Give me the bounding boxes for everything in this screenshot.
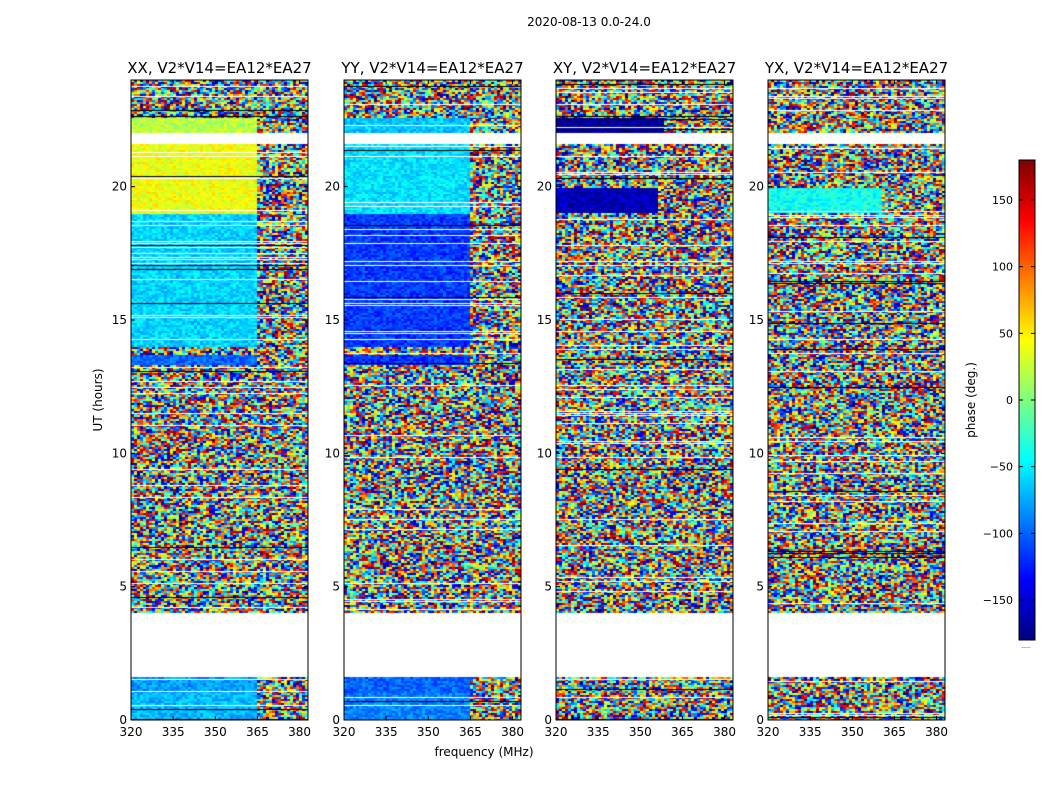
x-axis-label: frequency (MHz) [434,745,533,759]
y-tick-label: 5 [756,580,764,594]
y-tick-label: 15 [749,313,764,327]
x-tick-label: 365 [671,725,694,739]
y-tick-label: 10 [537,446,552,460]
y-tick-label: 20 [537,180,552,194]
heatmap-image [131,80,308,720]
y-tick-label: 20 [112,180,127,194]
axes-frame [130,79,309,721]
y-tick-label: 5 [544,580,552,594]
x-tick-label: 335 [162,725,185,739]
colorbar-tick-label: 50 [999,327,1013,340]
y-tick-label: 10 [325,446,340,460]
heatmap-panel: YX, V2*V14=EA12*EA27 320 335 350 365 380 0 5 10 1… [749,59,948,739]
panel-title: XY, V2*V14=EA12*EA27 [553,59,736,77]
x-tick-label: 320 [545,725,568,739]
y-tick-label: 0 [756,713,764,727]
x-tick-label: 350 [204,725,227,739]
y-tick-label: 0 [544,713,552,727]
x-tick-label: 380 [288,725,311,739]
heatmap-panels: XX, V2*V14=EA12*EA27 320 335 350 365 380 0 5 10 1… [112,59,948,739]
x-tick-label: 365 [883,725,906,739]
y-tick-label: 20 [749,180,764,194]
heatmap-panel: YY, V2*V14=EA12*EA27 320 335 350 365 380 0 5 10 1… [325,59,524,739]
axes-frame [767,79,946,721]
y-tick-label: 15 [325,313,340,327]
heatmap-image [344,80,521,720]
y-tick-label: 5 [332,580,340,594]
colorbar-label: phase (deg.) [964,362,978,438]
y-tick-label: 5 [119,580,127,594]
heatmap-panel: XX, V2*V14=EA12*EA27 320 335 350 365 380 0 5 10 1… [112,59,312,739]
colorbar-gradient [1019,160,1035,640]
x-tick-label: 320 [120,725,143,739]
y-tick-label: 10 [112,446,127,460]
x-tick-label: 365 [459,725,482,739]
figure-suptitle: 2020-08-13 0.0-24.0 [527,15,651,29]
panel-title: YY, V2*V14=EA12*EA27 [340,59,523,77]
y-tick-label: 0 [119,713,127,727]
colorbar-tick-label: −100 [983,527,1013,540]
colorbar-tick-label: 100 [992,261,1013,274]
heatmap-panel: XY, V2*V14=EA12*EA27 320 335 350 365 380 0 5 10 1… [537,59,736,739]
x-tick-label: 320 [333,725,356,739]
x-tick-label: 335 [587,725,610,739]
x-tick-label: 365 [246,725,269,739]
axes-frame [343,79,522,721]
y-tick-label: 15 [112,313,127,327]
x-tick-label: 380 [713,725,736,739]
x-tick-label: 380 [501,725,524,739]
y-tick-label: 15 [537,313,552,327]
colorbar-tick-label: −150 [983,594,1013,607]
x-tick-label: 380 [925,725,948,739]
panel-title: XX, V2*V14=EA12*EA27 [127,59,311,77]
colorbar: −150 −100 −50 0 50 100 150 [983,159,1036,641]
axes-frame [555,79,734,721]
x-tick-label: 335 [375,725,398,739]
x-tick-label: 350 [417,725,440,739]
heatmap-image [556,80,733,720]
x-tick-label: 335 [799,725,822,739]
colorbar-tick-label: 0 [1006,394,1013,407]
x-tick-label: 350 [841,725,864,739]
colorbar-tick-label: −50 [990,461,1013,474]
colorbar-dots: ..... [1021,643,1031,650]
x-tick-label: 320 [757,725,780,739]
colorbar-tick-label: 150 [992,194,1013,207]
panel-title: YX, V2*V14=EA12*EA27 [764,59,948,77]
y-tick-label: 20 [325,180,340,194]
y-tick-label: 10 [749,446,764,460]
y-tick-label: 0 [332,713,340,727]
heatmap-image [768,80,945,720]
y-axis-label: UT (hours) [91,368,105,431]
x-tick-label: 350 [629,725,652,739]
